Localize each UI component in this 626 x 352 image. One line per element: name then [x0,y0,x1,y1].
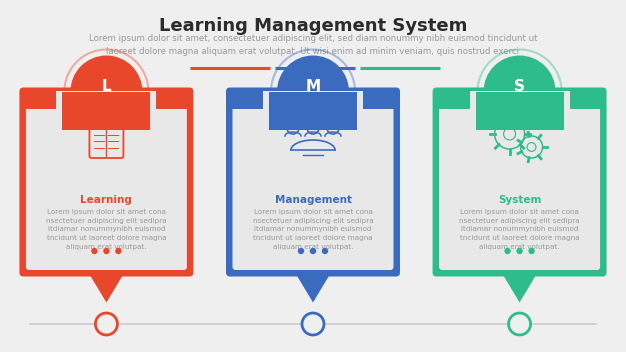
Bar [476,92,563,130]
Circle shape [91,248,98,254]
Text: Management: Management [274,195,352,205]
Text: S: S [514,78,525,94]
Circle shape [505,248,511,254]
Bar [269,92,357,130]
Circle shape [302,313,324,335]
FancyBboxPatch shape [19,88,193,277]
Text: Lorem ipsum dolor sit amet cona
nsectetuer adipiscing elit sedipra
itdiamar nonu: Lorem ipsum dolor sit amet cona nsectetu… [459,209,580,250]
Text: Lorem ipsum dolor sit amet cona
nsectetuer adipiscing elit sedipra
itdiamar nonu: Lorem ipsum dolor sit amet cona nsectetu… [253,209,373,250]
Circle shape [483,56,556,127]
Polygon shape [501,272,538,302]
Circle shape [508,313,531,335]
Text: L: L [101,78,111,94]
Bar [88,270,125,275]
Bar [501,270,538,275]
Circle shape [277,56,349,127]
Text: Learning Management System: Learning Management System [159,17,467,35]
Circle shape [298,248,304,254]
FancyBboxPatch shape [436,91,603,109]
FancyBboxPatch shape [226,88,400,277]
FancyBboxPatch shape [439,94,600,270]
FancyBboxPatch shape [230,91,396,109]
Text: Learning: Learning [81,195,132,205]
FancyBboxPatch shape [26,94,187,270]
FancyBboxPatch shape [232,94,394,270]
Bar [56,90,156,267]
Bar [470,90,570,267]
Circle shape [528,248,535,254]
Bar [295,270,331,275]
Circle shape [70,56,143,127]
Circle shape [310,248,316,254]
Circle shape [115,248,121,254]
Bar [263,90,363,267]
FancyBboxPatch shape [23,91,190,109]
Circle shape [103,248,110,254]
Polygon shape [88,272,125,302]
Text: Lorem ipsum dolor sit amet cona
nsectetuer adipiscing elit sedipra
itdiamar nonu: Lorem ipsum dolor sit amet cona nsectetu… [46,209,167,250]
Polygon shape [295,272,331,302]
Text: Lorem ipsum dolor sit amet, consectetuer adipiscing elit, sed diam nonummy nibh : Lorem ipsum dolor sit amet, consectetuer… [89,34,537,56]
FancyBboxPatch shape [433,88,607,277]
Circle shape [95,313,118,335]
Text: System: System [498,195,541,205]
Circle shape [322,248,328,254]
Text: M: M [305,78,321,94]
Circle shape [516,248,523,254]
Bar [63,92,150,130]
